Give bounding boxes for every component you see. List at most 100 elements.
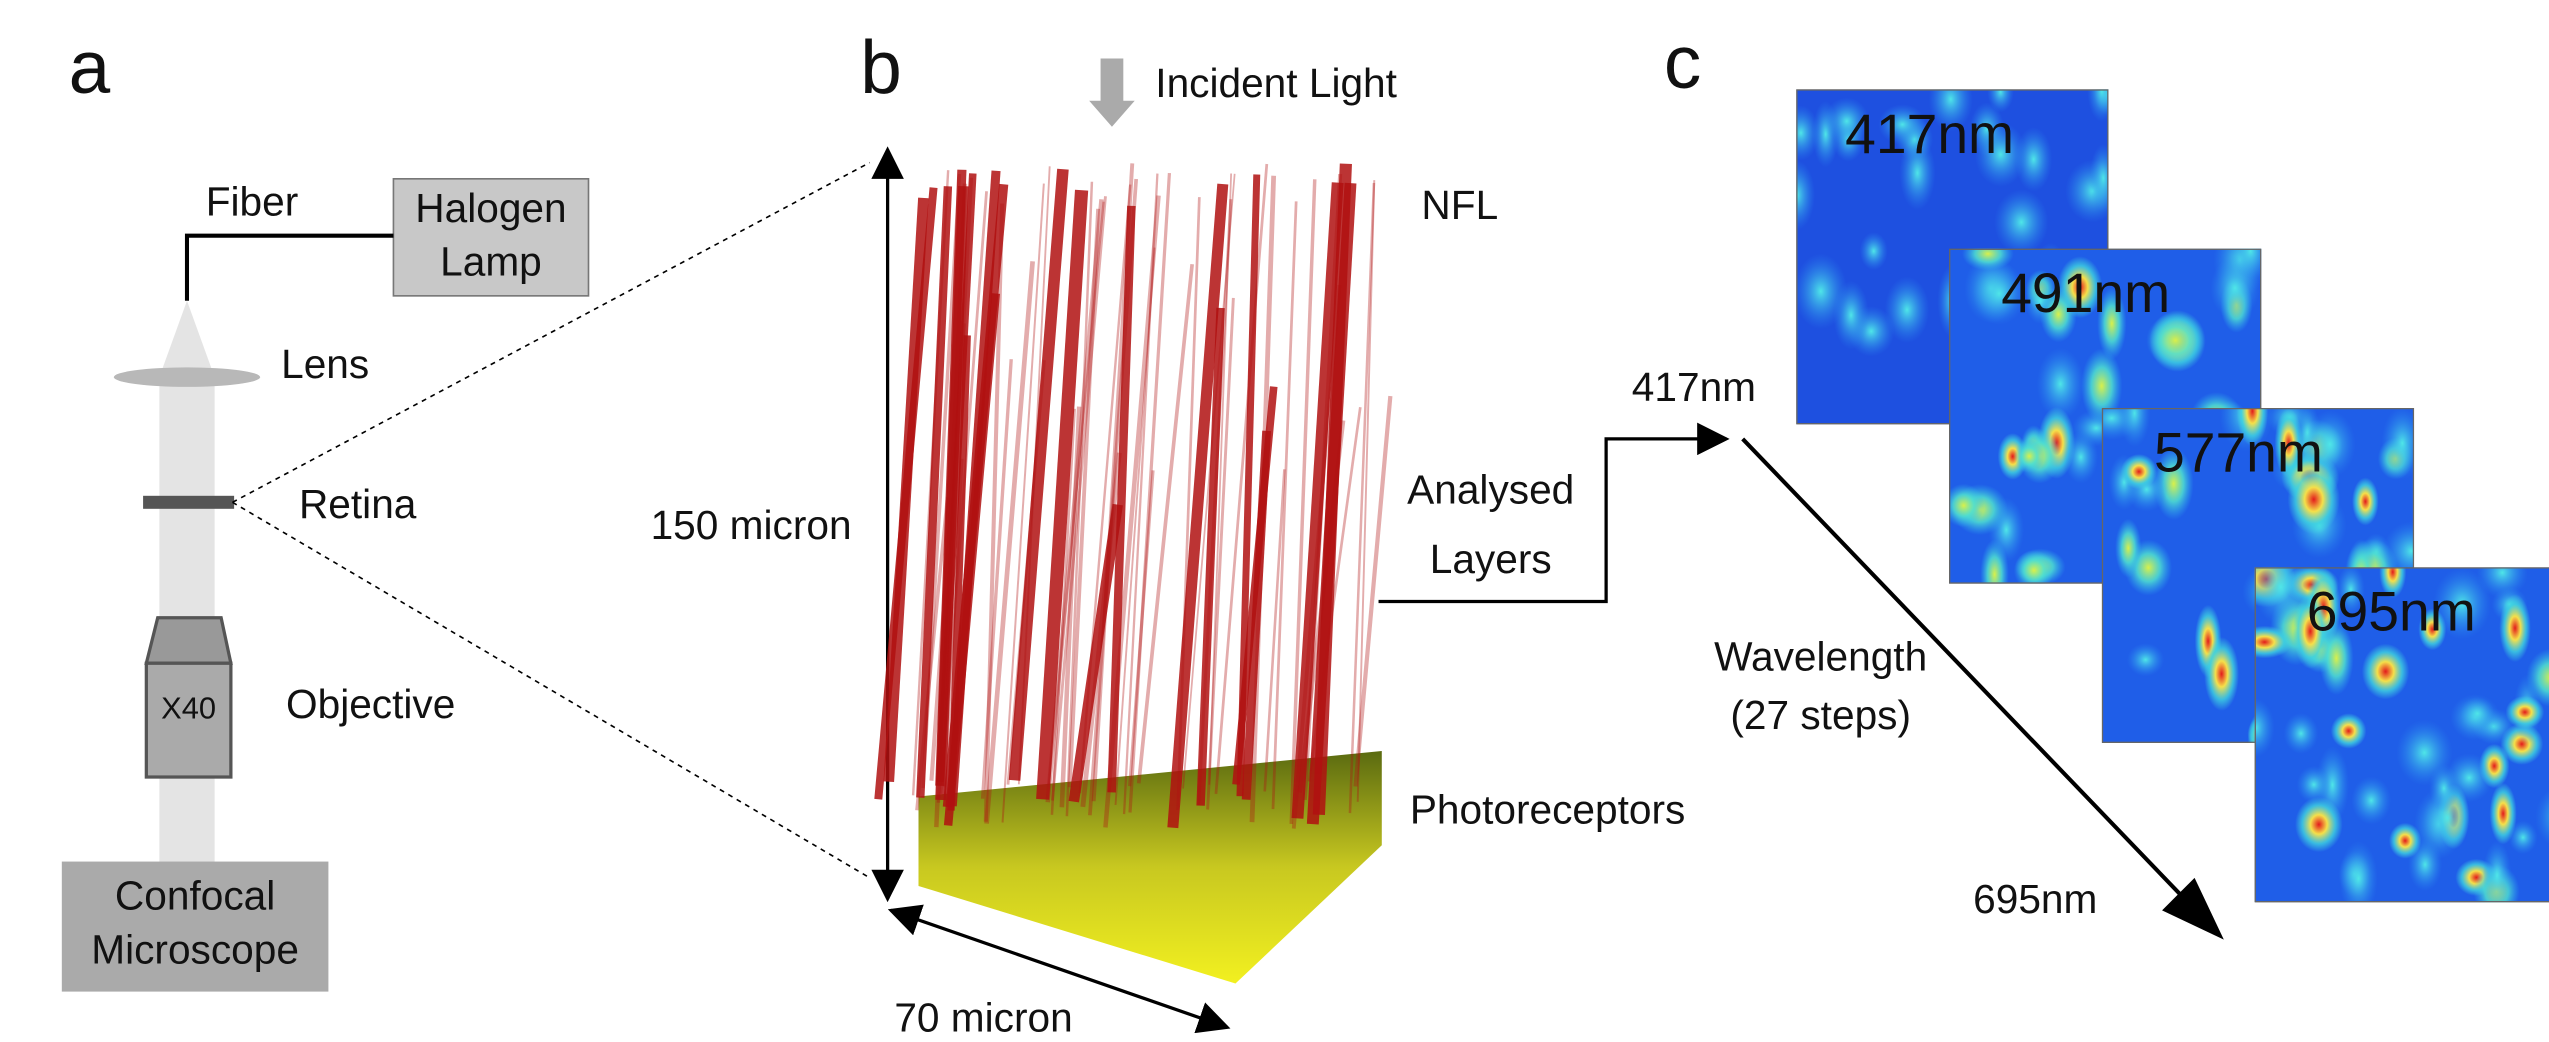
fiber-streak — [1045, 199, 1104, 803]
photoreceptor-layer — [918, 751, 1382, 984]
blob — [2254, 625, 2293, 659]
blob — [1796, 253, 1848, 330]
fiber-streak — [1128, 470, 1155, 787]
analysed-label: Analysed — [1407, 466, 1574, 512]
blob — [2089, 143, 2109, 213]
fiber-streak — [1167, 183, 1229, 829]
fiber-streak — [915, 497, 950, 811]
blob — [2146, 313, 2205, 368]
objective — [144, 661, 233, 779]
fiber-streak — [1059, 406, 1082, 808]
fiber-streak — [1017, 166, 1051, 785]
blob — [2087, 89, 2109, 122]
retina-volume — [874, 163, 1393, 984]
spectral-image: 695nm — [2254, 567, 2549, 903]
fiber-streak — [1068, 503, 1123, 803]
blob — [2336, 567, 2365, 615]
width-arrow — [887, 904, 1231, 1034]
fiber-streak — [947, 170, 1001, 807]
light-cone — [159, 300, 215, 378]
blob — [2230, 248, 2262, 280]
retina-label: Retina — [299, 481, 417, 527]
height-label: 150 micron — [651, 502, 852, 548]
blob — [1824, 97, 1870, 145]
blob — [1859, 232, 1888, 271]
panel-label: a — [69, 25, 111, 109]
fiber-streak — [1271, 201, 1298, 810]
objective-top — [144, 616, 233, 665]
blob — [2120, 454, 2158, 490]
width-label: 70 micron — [894, 995, 1072, 1041]
arrow-head — [2162, 877, 2224, 940]
analysed-label: Layers — [1430, 536, 1552, 582]
blob — [1878, 104, 1927, 145]
image-label: 577nm — [2154, 421, 2323, 483]
lamp-box — [392, 178, 590, 297]
panel-label: b — [860, 25, 902, 109]
microscope-label: Confocal — [115, 873, 275, 919]
blob — [2508, 820, 2538, 855]
blob — [2118, 408, 2151, 448]
blob — [2204, 636, 2240, 711]
fiber-streak — [1114, 247, 1156, 806]
blob — [1974, 121, 2027, 187]
fiber-streak — [1302, 173, 1343, 800]
blob — [1928, 89, 1973, 132]
zoom-line — [232, 161, 871, 504]
blob — [2254, 567, 2308, 626]
fiber-streak — [980, 359, 1013, 799]
fiber-streak — [983, 203, 1005, 822]
blob — [1949, 483, 1985, 528]
magnification: X40 — [161, 691, 216, 726]
blob — [2295, 796, 2343, 853]
fiber-streak — [1122, 173, 1159, 815]
wavelength-label: (27 steps) — [1730, 692, 1911, 738]
fiber-streak — [1080, 452, 1122, 808]
fiber-streak — [1182, 173, 1236, 789]
incident-arrow — [1089, 58, 1135, 127]
fiber-streak — [1289, 179, 1317, 824]
blob — [2287, 464, 2340, 535]
blob — [2292, 593, 2328, 669]
blob — [2352, 477, 2379, 526]
fiber-label: Fiber — [206, 179, 299, 225]
fiber-streak — [1078, 184, 1132, 794]
blob — [2013, 439, 2045, 474]
fiber-streak — [1036, 189, 1089, 800]
blob — [2254, 698, 2275, 758]
image-label: 695nm — [2307, 581, 2476, 643]
photoreceptors-label: Photoreceptors — [1410, 787, 1686, 833]
fiber-streak — [1236, 174, 1261, 797]
blob — [2296, 765, 2332, 804]
blob — [2283, 712, 2319, 754]
fiber-streak — [1297, 420, 1346, 793]
blob — [2388, 822, 2422, 859]
blob — [2499, 594, 2531, 663]
lens — [113, 367, 261, 387]
blob — [2339, 841, 2378, 903]
blob — [1884, 276, 1930, 344]
fiber-streak — [1356, 180, 1376, 802]
fiber-streak — [1291, 182, 1344, 819]
fiber-streak — [984, 261, 1035, 824]
fiber-streak — [1128, 172, 1172, 813]
fiber-streak — [1107, 205, 1136, 793]
blob — [2081, 348, 2123, 424]
blob — [2361, 643, 2410, 700]
blob — [2482, 840, 2512, 903]
blob — [2036, 347, 2085, 421]
fiber-streak — [1050, 196, 1107, 801]
fiber-streak — [1176, 197, 1201, 811]
objective-label: Objective — [286, 681, 455, 727]
fiber-streak — [1008, 168, 1069, 781]
lamp-label: Halogen — [415, 185, 566, 231]
blob — [1994, 189, 2049, 255]
end-label: 695nm — [1973, 876, 2097, 922]
fiber-streak — [1136, 264, 1194, 784]
wavelength-label: Wavelength — [1714, 634, 1927, 680]
fiber-streak — [1047, 201, 1105, 785]
blob — [2445, 753, 2494, 803]
fiber-streak — [1291, 284, 1342, 829]
fiber-streak — [1208, 173, 1233, 785]
fiber-streak — [947, 335, 971, 811]
